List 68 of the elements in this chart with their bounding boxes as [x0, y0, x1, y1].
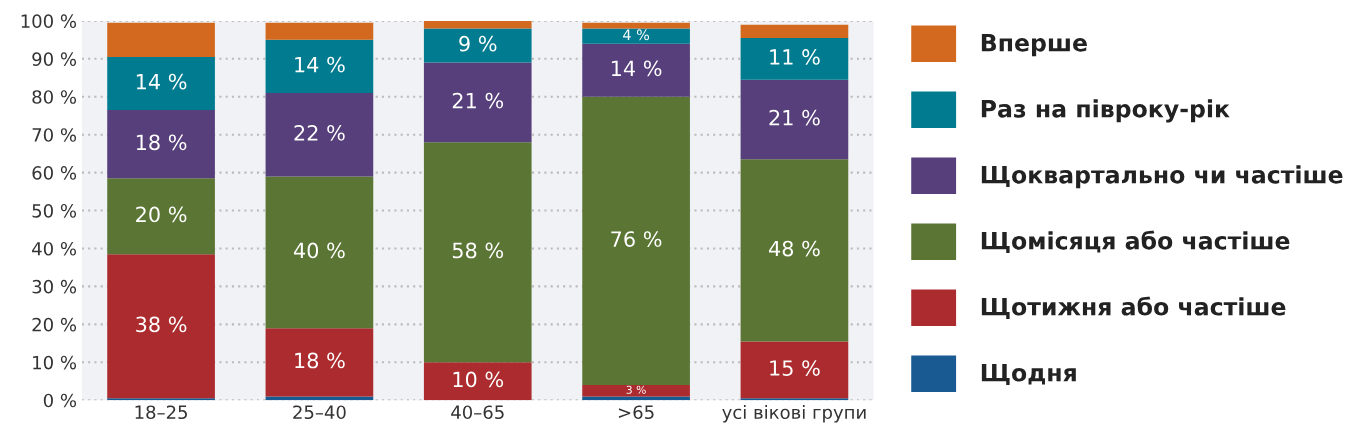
data-label: 40 % [293, 242, 345, 259]
bar [107, 110, 215, 179]
x-tick-label: >65 [618, 405, 654, 420]
y-tick-label: 10 % [33, 355, 77, 370]
bar [107, 22, 215, 57]
bar [265, 328, 374, 397]
y-tick-label: 0 % [43, 393, 77, 408]
bar [265, 396, 374, 401]
data-label: 18 % [295, 352, 345, 369]
bar [107, 178, 215, 255]
y-tick-label: 90 % [32, 52, 77, 66]
y-tick-label: 60 % [32, 166, 77, 180]
data-label: 38 % [136, 316, 187, 333]
x-tick-label: 18–25 [135, 405, 187, 420]
data-label: 21 % [769, 109, 820, 126]
bar [740, 341, 849, 399]
bar [423, 362, 532, 401]
y-tick-label: 40 % [32, 241, 77, 256]
bar [582, 96, 690, 386]
data-label: 76 % [611, 231, 662, 247]
x-tick-label: усі вікові групи [722, 405, 866, 423]
bar [265, 176, 374, 329]
y-tick-label: 30 % [32, 279, 77, 294]
legend-label: Щотижня або частіше [981, 296, 1286, 319]
data-label: 9 % [459, 35, 497, 52]
legend-label: Раз на півроку-рік [981, 99, 1230, 123]
y-tick-label: 80 % [32, 90, 77, 104]
bar [582, 43, 690, 97]
bar [107, 254, 215, 399]
x-tick-label: 25–40 [293, 405, 346, 420]
bar [582, 385, 690, 397]
data-label: 18 % [136, 134, 187, 151]
bar [740, 159, 849, 342]
legend-label: Щоквартально чи частіше [981, 165, 1343, 189]
legend-label: Щомісяця або частіше [981, 230, 1290, 253]
y-tick-label: 50 % [32, 204, 77, 218]
data-label: 22 % [294, 124, 345, 141]
legend-label: Щодня [981, 364, 1076, 385]
data-label: 4 % [623, 29, 650, 41]
data-label: 10 % [453, 371, 504, 388]
data-label: 48 % [768, 240, 820, 257]
bar [740, 24, 849, 38]
data-label: 14 % [295, 56, 345, 73]
bar [740, 37, 849, 80]
bar [740, 79, 849, 160]
y-tick-label: 70 % [32, 128, 77, 142]
bar [423, 28, 532, 63]
bar [265, 92, 374, 177]
data-label: 20 % [136, 206, 187, 223]
data-label: 14 % [611, 60, 662, 77]
x-tick-label: 40–65 [451, 405, 504, 420]
bar [423, 142, 532, 363]
bar [582, 28, 690, 44]
legend-label: Вперше [981, 34, 1087, 57]
data-label: 15 % [770, 360, 820, 376]
bar [582, 396, 690, 401]
data-label: 14 % [136, 73, 187, 90]
bar [265, 39, 374, 93]
bar [423, 20, 532, 29]
data-label: 21 % [452, 92, 504, 109]
bar [107, 56, 215, 111]
bar [423, 62, 532, 143]
data-label: 58 % [452, 242, 504, 259]
bar [265, 22, 374, 40]
data-label: 11 % [770, 49, 820, 65]
y-tick-label: 100 % [21, 14, 77, 28]
y-tick-label: 20 % [32, 317, 77, 332]
data-label: 3 % [626, 385, 646, 394]
